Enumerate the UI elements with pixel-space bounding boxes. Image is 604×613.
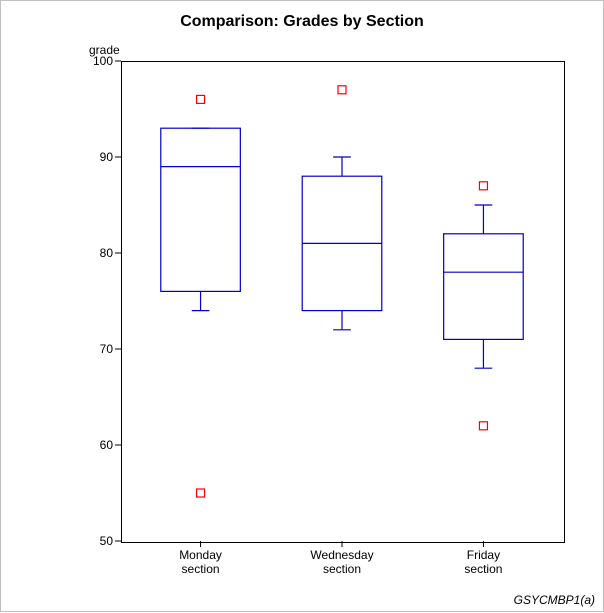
y-tick-label: 70	[73, 342, 113, 356]
y-tick-label: 80	[73, 246, 113, 260]
x-tick-label: Fridaysection	[423, 549, 543, 577]
y-tick-label: 90	[73, 150, 113, 164]
chart-svg	[1, 1, 604, 613]
x-tick-label: Mondaysection	[141, 549, 261, 577]
y-tick-label: 100	[73, 54, 113, 68]
x-tick-label: Wednesdaysection	[282, 549, 402, 577]
footer-label: GSYCMBP1(a)	[514, 593, 595, 607]
y-tick-label: 50	[73, 534, 113, 548]
y-tick-label: 60	[73, 438, 113, 452]
